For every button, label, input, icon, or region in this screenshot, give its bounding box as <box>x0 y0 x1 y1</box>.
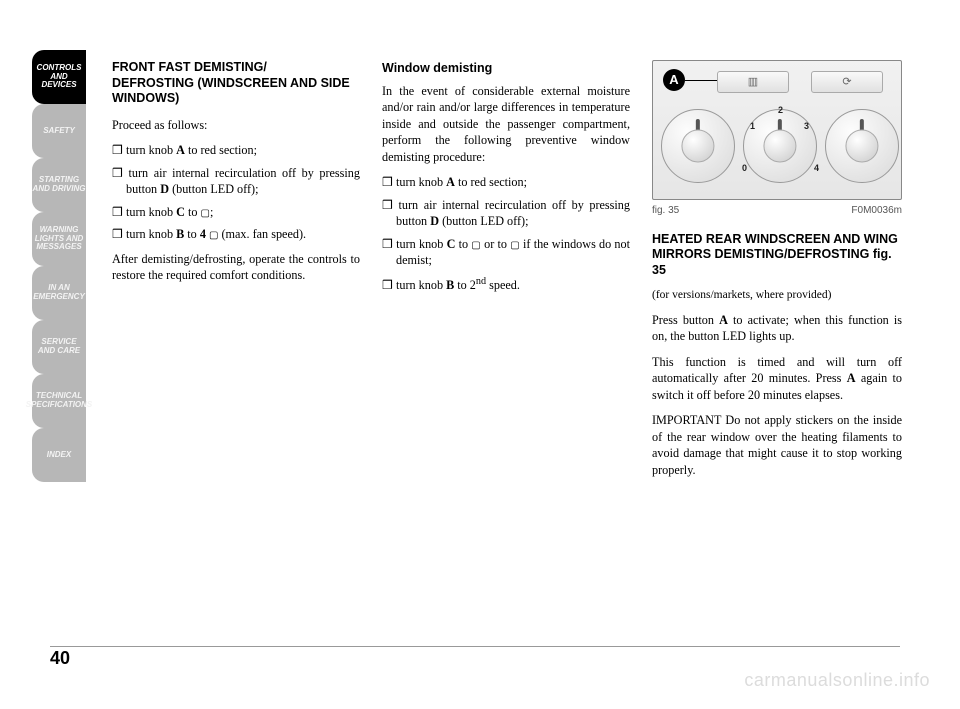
list-item: turn knob B to 4 ▢ (max. fan speed). <box>112 226 360 243</box>
col2-heading: Window demisting <box>382 60 630 77</box>
page-rule <box>50 646 900 647</box>
tab-service-care: SERVICE AND CARE <box>32 320 86 374</box>
col1-heading: FRONT FAST DEMISTING/DEFROSTING (WINDSCR… <box>112 60 360 107</box>
callout-leader <box>685 80 717 81</box>
list-item: turn knob B to 2nd speed. <box>382 275 630 294</box>
tab-starting-driving: STARTING AND DRIVING <box>32 158 86 212</box>
col3-p1: Press button A to activate; when this fu… <box>652 312 902 345</box>
list-item: turn air internal recirculation off by p… <box>112 165 360 198</box>
col3-note: (for versions/markets, where provided) <box>652 288 902 304</box>
tab-warning-lights: WARNING LIGHTS AND MESSAGES <box>32 212 86 266</box>
rear-defrost-button-icon: ▥ <box>717 71 789 93</box>
section-tabs: CONTROLS AND DEVICES SAFETY STARTING AND… <box>32 50 86 482</box>
tab-tech-specs: TECHNICAL SPECIFICATIONS <box>32 374 86 428</box>
figure-number: fig. 35 <box>652 204 679 218</box>
col1-after: After demisting/defrosting, operate the … <box>112 251 360 284</box>
dial-airflow <box>825 109 899 183</box>
callout-marker: A <box>663 69 685 91</box>
fan-tick: 1 <box>750 120 755 132</box>
list-item: turn knob C to ▢; <box>112 204 360 221</box>
fan-tick: 2 <box>778 104 783 116</box>
fan-tick: 3 <box>804 120 809 132</box>
fan-tick: 4 <box>814 162 819 174</box>
col3-heading: HEATED REAR WINDSCREEN AND WING MIRRORS … <box>652 232 902 279</box>
page-number: 40 <box>50 648 70 669</box>
page: CONTROLS AND DEVICES SAFETY STARTING AND… <box>0 0 960 709</box>
dial-temperature <box>661 109 735 183</box>
col2-bullets: turn knob A to red section; turn air int… <box>382 174 630 293</box>
tab-index: INDEX <box>32 428 86 482</box>
column-1: FRONT FAST DEMISTING/DEFROSTING (WINDSCR… <box>112 60 360 487</box>
figure-code: F0M0036m <box>851 204 902 218</box>
watermark: carmanualsonline.info <box>744 670 930 691</box>
list-item: turn knob A to red section; <box>382 174 630 190</box>
col1-intro: Proceed as follows: <box>112 117 360 133</box>
content-area: FRONT FAST DEMISTING/DEFROSTING (WINDSCR… <box>112 60 902 487</box>
col1-bullets: turn knob A to red section; turn air int… <box>112 142 360 242</box>
column-3: ▥ ⟳ A 0 1 2 3 4 <box>652 60 902 487</box>
col3-p2: This function is timed and will turn off… <box>652 354 902 403</box>
list-item: turn air internal recirculation off by p… <box>382 197 630 230</box>
list-item: turn knob A to red section; <box>112 142 360 158</box>
tab-controls-devices: CONTROLS AND DEVICES <box>32 50 86 104</box>
tab-emergency: IN AN EMERGENCY <box>32 266 86 320</box>
tab-safety: SAFETY <box>32 104 86 158</box>
dial-fan: 0 1 2 3 4 <box>743 109 817 183</box>
col2-intro: In the event of considerable external mo… <box>382 83 630 165</box>
column-2: Window demisting In the event of conside… <box>382 60 630 487</box>
figure-35: ▥ ⟳ A 0 1 2 3 4 <box>652 60 902 200</box>
list-item: turn knob C to ▢ or to ▢ if the windows … <box>382 236 630 269</box>
fan-tick: 0 <box>742 162 747 174</box>
col3-p3: IMPORTANT Do not apply stickers on the i… <box>652 412 902 478</box>
recirc-button-icon: ⟳ <box>811 71 883 93</box>
figure-caption: fig. 35 F0M0036m <box>652 204 902 218</box>
